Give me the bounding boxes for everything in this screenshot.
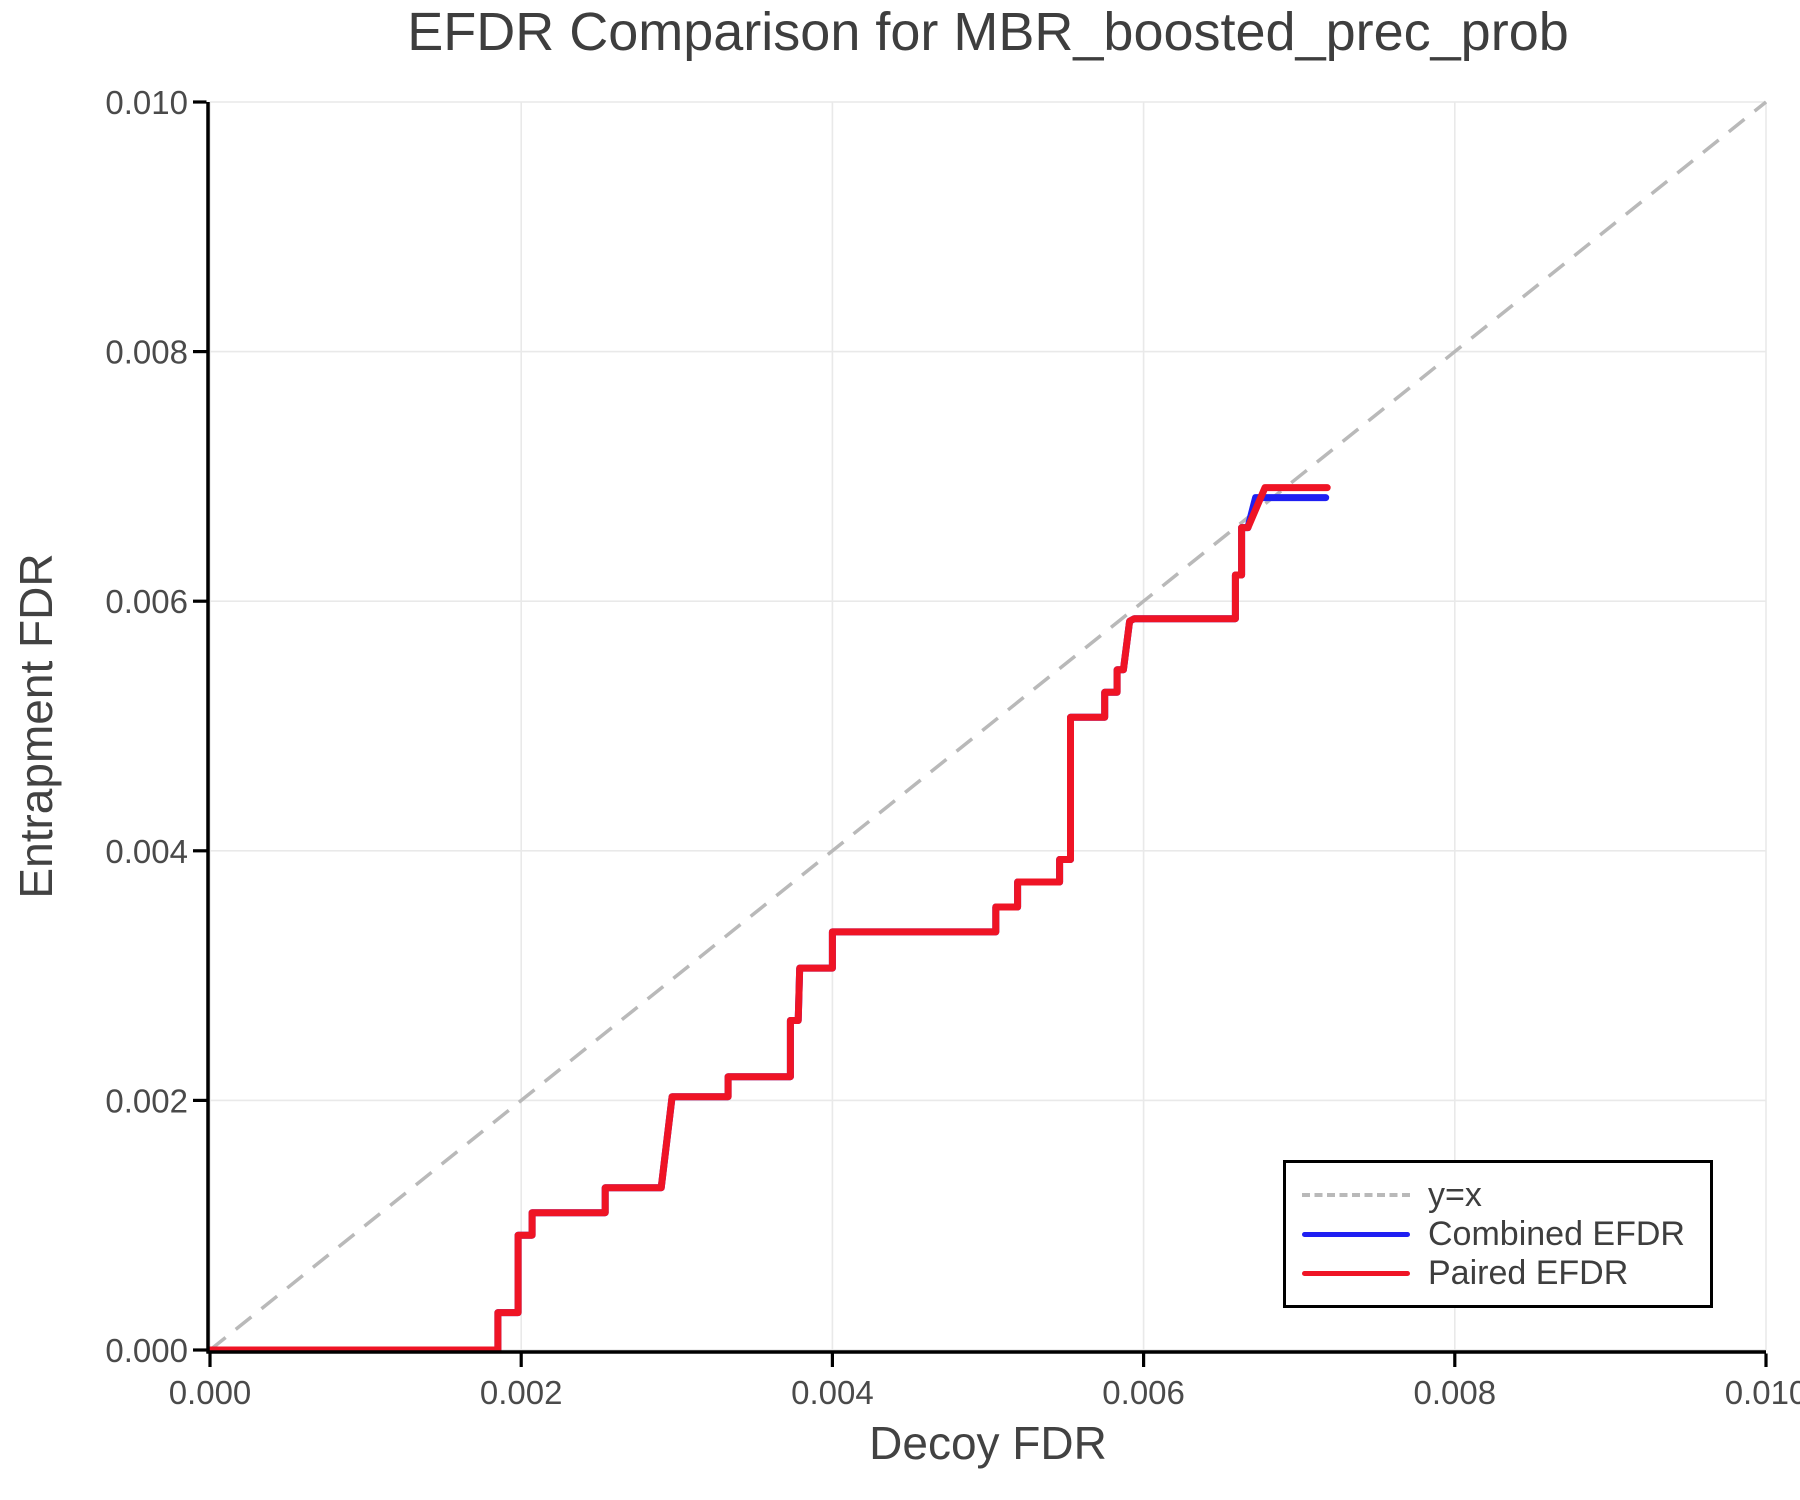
series-paired-efdr	[206, 484, 1331, 1354]
legend-label-paired: Paired EFDR	[1428, 1254, 1629, 1292]
axis-ticks	[193, 100, 1768, 1367]
tick-labels: 0.000 0.002 0.004 0.006 0.008 0.010 0.000 0.002…	[105, 84, 1800, 1411]
y-tick-label: 0.008	[105, 334, 188, 371]
x-tick-label: 0.006	[1102, 1374, 1185, 1411]
y-tick-label: 0.000	[105, 1332, 188, 1369]
chart-title: EFDR Comparison for MBR_boosted_prec_pro…	[407, 2, 1569, 62]
y-axis-label: Entrapment FDR	[10, 553, 62, 899]
x-axis-label: Decoy FDR	[869, 1417, 1107, 1469]
legend-item-combined-efdr: Combined EFDR	[1302, 1217, 1710, 1251]
x-tick-label: 0.002	[480, 1374, 563, 1411]
x-tick-label: 0.008	[1414, 1374, 1497, 1411]
legend-line-sample-combined	[1302, 1231, 1410, 1237]
legend-line-sample-yx	[1302, 1193, 1410, 1197]
series-combined-efdr	[206, 494, 1330, 1354]
legend-item-yx: y=x	[1302, 1178, 1710, 1212]
axis-spines	[206, 102, 1766, 1354]
legend: y=x Combined EFDR Paired EFDR	[1283, 1160, 1713, 1308]
legend-line-sample-paired	[1302, 1270, 1410, 1276]
legend-label-combined: Combined EFDR	[1428, 1215, 1685, 1253]
x-tick-label: 0.000	[169, 1374, 252, 1411]
x-tick-label: 0.004	[791, 1374, 874, 1411]
legend-label-yx: y=x	[1428, 1176, 1482, 1214]
y-tick-label: 0.004	[105, 833, 188, 870]
y-tick-label: 0.006	[105, 583, 188, 620]
y-tick-label: 0.010	[105, 84, 188, 121]
legend-item-paired-efdr: Paired EFDR	[1302, 1256, 1710, 1290]
x-tick-label: 0.010	[1725, 1374, 1800, 1411]
y-tick-label: 0.002	[105, 1082, 188, 1119]
series-y-x	[208, 100, 1768, 1352]
